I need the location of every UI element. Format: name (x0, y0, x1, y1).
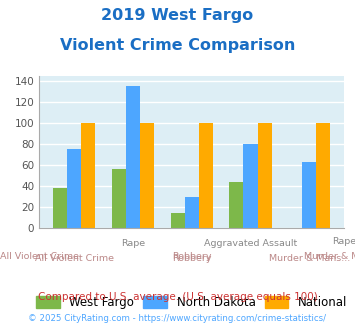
Text: Robbery: Robbery (172, 254, 212, 263)
Bar (81, 123, 95, 228)
Bar (112, 169, 126, 228)
Bar (229, 182, 244, 228)
Text: Aggravated Assault: Aggravated Assault (204, 239, 297, 248)
Bar (53, 188, 67, 228)
Text: Rape: Rape (121, 239, 145, 248)
Text: Compared to U.S. average. (U.S. average equals 100): Compared to U.S. average. (U.S. average … (38, 292, 317, 302)
Bar (67, 149, 81, 228)
Text: Murder & Mans...: Murder & Mans... (304, 252, 355, 261)
Bar (170, 213, 185, 228)
Bar (258, 123, 272, 228)
Text: Rape: Rape (332, 237, 355, 246)
Text: Robbery: Robbery (172, 252, 212, 261)
Bar (126, 86, 140, 228)
Bar (185, 197, 199, 228)
Bar (140, 123, 154, 228)
Bar (199, 123, 213, 228)
Bar (302, 162, 316, 228)
Text: © 2025 CityRating.com - https://www.cityrating.com/crime-statistics/: © 2025 CityRating.com - https://www.city… (28, 314, 327, 323)
Legend: West Fargo, North Dakota, National: West Fargo, North Dakota, National (31, 291, 352, 314)
Bar (244, 144, 258, 228)
Text: Murder & Mans...: Murder & Mans... (269, 254, 350, 263)
Text: All Violent Crime: All Violent Crime (34, 254, 114, 263)
Text: Violent Crime Comparison: Violent Crime Comparison (60, 38, 295, 53)
Text: 2019 West Fargo: 2019 West Fargo (102, 8, 253, 23)
Bar (316, 123, 331, 228)
Text: All Violent Crime: All Violent Crime (0, 252, 78, 261)
